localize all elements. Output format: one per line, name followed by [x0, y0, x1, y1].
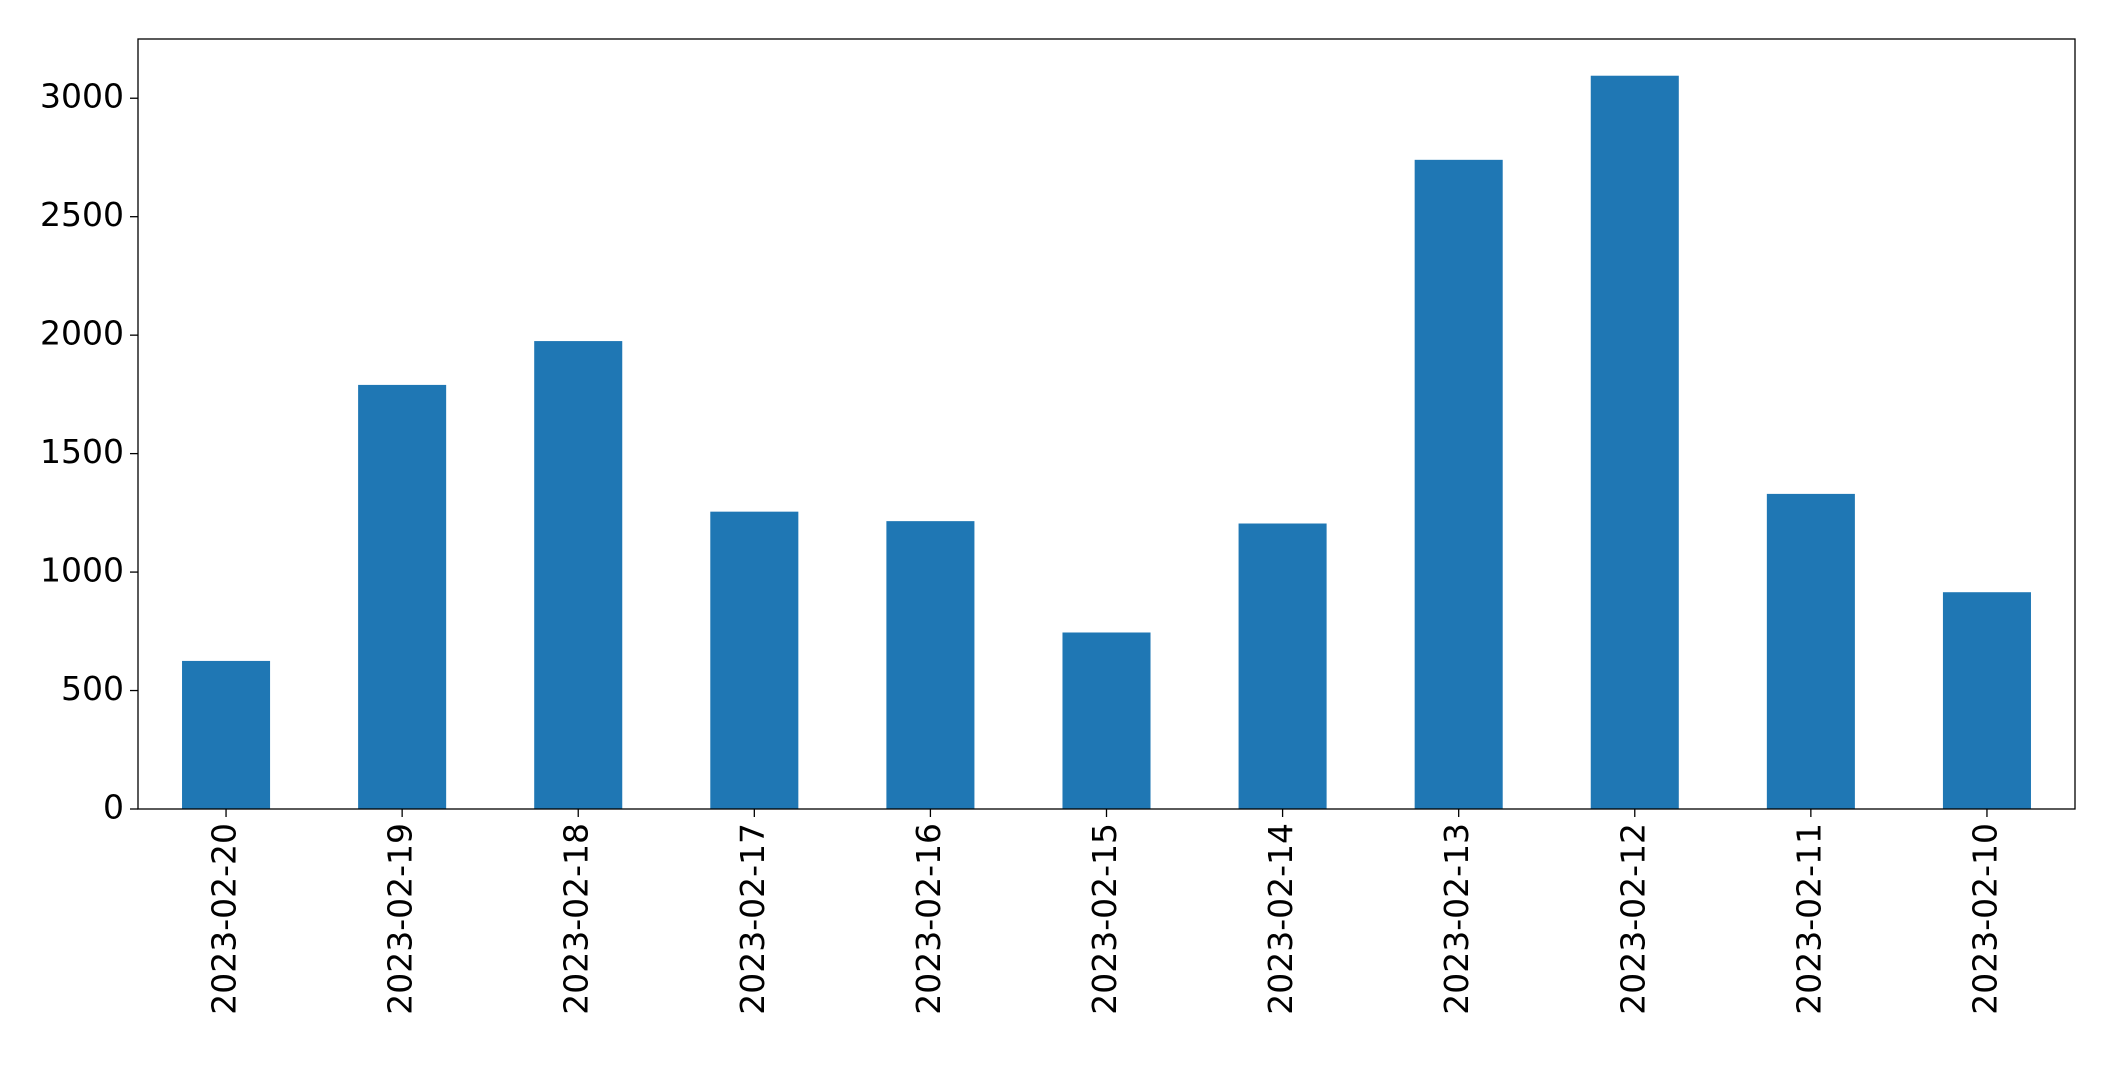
y-tick-label: 0 — [103, 788, 124, 827]
bar — [710, 511, 799, 809]
y-tick-label: 2500 — [40, 195, 124, 234]
x-tick-label: 2023-02-13 — [1437, 823, 1476, 1015]
x-tick-label: 2023-02-15 — [1085, 823, 1124, 1015]
x-tick-label: 2023-02-17 — [733, 823, 772, 1015]
bar — [1238, 523, 1327, 809]
y-tick-label: 1000 — [40, 551, 124, 590]
x-tick-label: 2023-02-19 — [381, 823, 420, 1015]
bar — [358, 384, 447, 809]
bar — [1062, 632, 1151, 809]
x-tick-label: 2023-02-18 — [557, 823, 596, 1015]
x-tick-label: 2023-02-20 — [205, 823, 244, 1015]
plot-frame — [137, 38, 2076, 810]
x-tick-label: 2023-02-11 — [1789, 823, 1828, 1015]
y-tick-label: 2000 — [40, 314, 124, 353]
bar — [534, 341, 623, 809]
y-tick-label: 3000 — [40, 77, 124, 116]
y-tick-label: 1500 — [40, 432, 124, 471]
bar — [1942, 592, 2031, 809]
x-tick-label: 2023-02-16 — [909, 823, 948, 1015]
bar — [182, 660, 271, 809]
x-tick-label: 2023-02-10 — [1965, 823, 2004, 1015]
bar — [1414, 159, 1503, 810]
x-tick-label: 2023-02-12 — [1613, 823, 1652, 1015]
bar — [1766, 493, 1855, 809]
bar — [1590, 75, 1679, 809]
y-tick-label: 500 — [61, 669, 124, 708]
bar — [886, 521, 975, 809]
x-tick-label: 2023-02-14 — [1261, 823, 1300, 1015]
